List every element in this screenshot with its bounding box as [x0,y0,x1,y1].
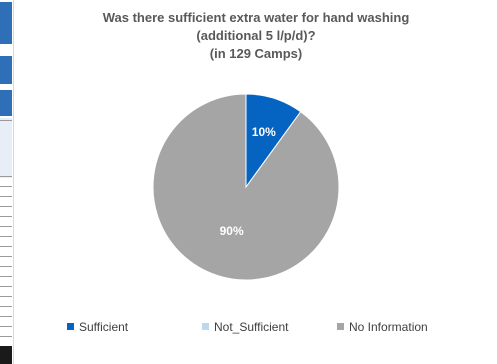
grid-line [0,266,12,267]
pie-slice-no-information[interactable] [152,93,340,281]
grid-line [0,286,12,287]
grid-line [0,316,12,317]
legend-label: No Information [349,320,428,334]
spreadsheet-edge [0,0,12,364]
legend-item-not-sufficient[interactable]: Not_Sufficient [202,318,289,336]
data-label-no-information: 90% [220,224,244,238]
grid-line [0,176,12,177]
grid-line [0,296,12,297]
grid-line [0,236,12,237]
header-cell-blue [0,2,12,44]
legend-swatch [337,323,344,331]
grid-line [0,196,12,197]
dark-cell [0,346,12,364]
header-cell-blue [0,90,12,116]
grid-line [0,226,12,227]
grid-line [0,326,12,327]
grid-line [0,246,12,247]
grid-line [0,336,12,337]
grid-line [0,206,12,207]
chart-title-line-1: Was there sufficient extra water for han… [102,10,410,25]
grid-line [0,256,12,257]
legend-item-sufficient[interactable]: Sufficient [67,318,128,336]
grid-line [0,276,12,277]
legend-label: Sufficient [79,320,129,334]
legend-swatch [67,323,74,331]
grid-line [0,120,12,121]
grid-line [0,186,12,187]
data-label-sufficient: 10% [252,125,276,139]
legend-label: Not_Sufficient [214,320,289,334]
legend-item-no-information[interactable]: No Information [337,318,428,336]
grid-line [0,216,12,217]
grid-line [0,306,12,307]
legend-swatch [202,323,209,331]
shaded-cells [0,118,12,178]
chart-legend: Sufficient Not_Sufficient No Information [14,318,497,338]
chart-title-line-3: (in 129 Camps) [209,46,303,61]
chart-title: Was there sufficient extra water for han… [14,9,497,63]
pie-chart[interactable]: Was there sufficient extra water for han… [13,0,497,364]
pie-plot: 10% 90% [152,93,340,281]
header-cell-blue [0,56,12,84]
chart-title-line-2: (additional 5 l/p/d)? [196,28,316,43]
